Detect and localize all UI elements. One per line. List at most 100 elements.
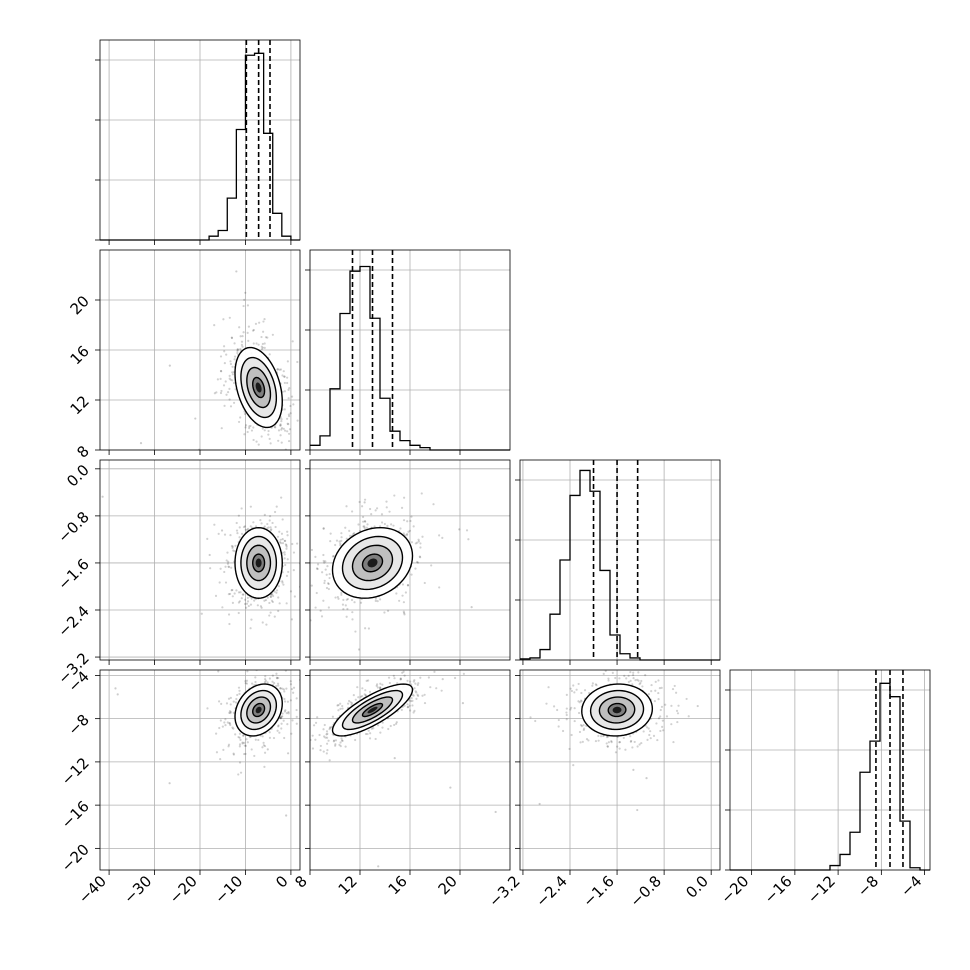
y-tick-label: 20 — [67, 292, 93, 318]
sample-point — [215, 751, 219, 754]
sample-point — [364, 627, 367, 630]
sample-point — [270, 528, 273, 531]
outlier-point — [458, 528, 461, 531]
sample-point — [230, 544, 233, 548]
sample-point — [230, 589, 233, 592]
sample-point — [379, 686, 382, 689]
sample-point — [263, 429, 266, 432]
sample-point — [246, 670, 249, 673]
y-tick-label: 0.0 — [63, 461, 93, 491]
sample-point — [619, 663, 621, 665]
sample-point — [245, 602, 249, 605]
outlier-point — [114, 687, 117, 690]
sample-point — [344, 526, 347, 529]
sample-point — [286, 422, 289, 425]
sample-point — [200, 612, 203, 615]
sample-point — [279, 424, 282, 427]
sample-point — [356, 686, 359, 689]
sample-point — [433, 670, 436, 673]
sample-point — [607, 741, 610, 744]
sample-point — [640, 679, 643, 683]
sample-point — [345, 505, 348, 508]
sample-point — [675, 709, 679, 713]
sample-point — [219, 355, 223, 358]
sample-point — [406, 584, 410, 587]
sample-point — [295, 665, 297, 667]
sample-point — [572, 684, 575, 687]
sample-point — [657, 698, 660, 701]
sample-point — [225, 559, 228, 562]
contour-line — [246, 366, 272, 409]
sample-point — [411, 704, 414, 707]
sample-point — [240, 597, 243, 600]
sample-point — [287, 767, 289, 769]
sample-point — [290, 687, 294, 691]
sample-point — [409, 700, 412, 703]
sample-point — [263, 599, 266, 602]
sample-point — [235, 589, 238, 592]
sample-point — [235, 521, 238, 525]
sample-point — [279, 538, 282, 541]
sample-point — [376, 686, 379, 689]
sample-point — [326, 732, 329, 736]
sample-point — [357, 523, 360, 526]
sample-point — [272, 736, 276, 740]
sample-point — [385, 500, 388, 503]
sample-point — [222, 345, 226, 348]
sample-point — [245, 738, 248, 741]
sample-point — [314, 721, 318, 724]
sample-point — [347, 699, 351, 703]
joint-panel-1-0: 8 12 16 20 — [67, 249, 301, 465]
sample-point — [632, 671, 635, 674]
sample-point — [580, 725, 584, 728]
sample-point — [231, 371, 234, 374]
sample-point — [270, 599, 274, 602]
contour-line — [240, 356, 278, 419]
sample-point — [570, 706, 573, 709]
sample-point — [247, 339, 250, 343]
sample-point — [577, 700, 580, 703]
sample-point — [420, 492, 423, 495]
sample-point — [283, 539, 286, 543]
sample-point — [224, 718, 227, 721]
sample-point — [629, 735, 632, 738]
sample-point — [223, 721, 226, 724]
sample-point — [223, 362, 226, 365]
sample-point — [341, 704, 344, 708]
sample-point — [662, 729, 665, 732]
sample-point — [256, 604, 259, 607]
sample-point — [268, 736, 272, 739]
sample-point — [290, 395, 294, 398]
sample-point — [232, 711, 235, 714]
sample-point — [412, 711, 415, 714]
sample-point — [354, 738, 357, 742]
sample-point — [332, 740, 335, 743]
sample-point — [329, 540, 332, 543]
sample-point — [264, 463, 266, 465]
sample-point — [283, 381, 286, 385]
sample-point — [283, 736, 286, 740]
outlier-point — [266, 748, 269, 751]
sample-point — [231, 546, 234, 549]
sample-point — [268, 677, 271, 680]
sample-point — [421, 535, 424, 538]
sample-point — [286, 723, 289, 726]
sample-point — [237, 514, 240, 517]
sample-point — [304, 741, 306, 743]
sample-point — [241, 335, 244, 338]
sample-point — [408, 704, 411, 707]
sample-point — [361, 515, 365, 519]
sample-point — [342, 598, 345, 601]
sample-point — [303, 755, 305, 757]
sample-point — [243, 744, 246, 747]
sample-point — [673, 684, 676, 688]
contour-line — [240, 535, 278, 591]
sample-point — [267, 429, 270, 433]
sample-point — [565, 707, 568, 710]
sample-point — [375, 507, 379, 510]
sample-point — [415, 697, 418, 700]
density-core — [367, 706, 378, 714]
sample-point — [363, 498, 367, 501]
sample-point — [652, 734, 656, 737]
sample-point — [547, 686, 550, 689]
